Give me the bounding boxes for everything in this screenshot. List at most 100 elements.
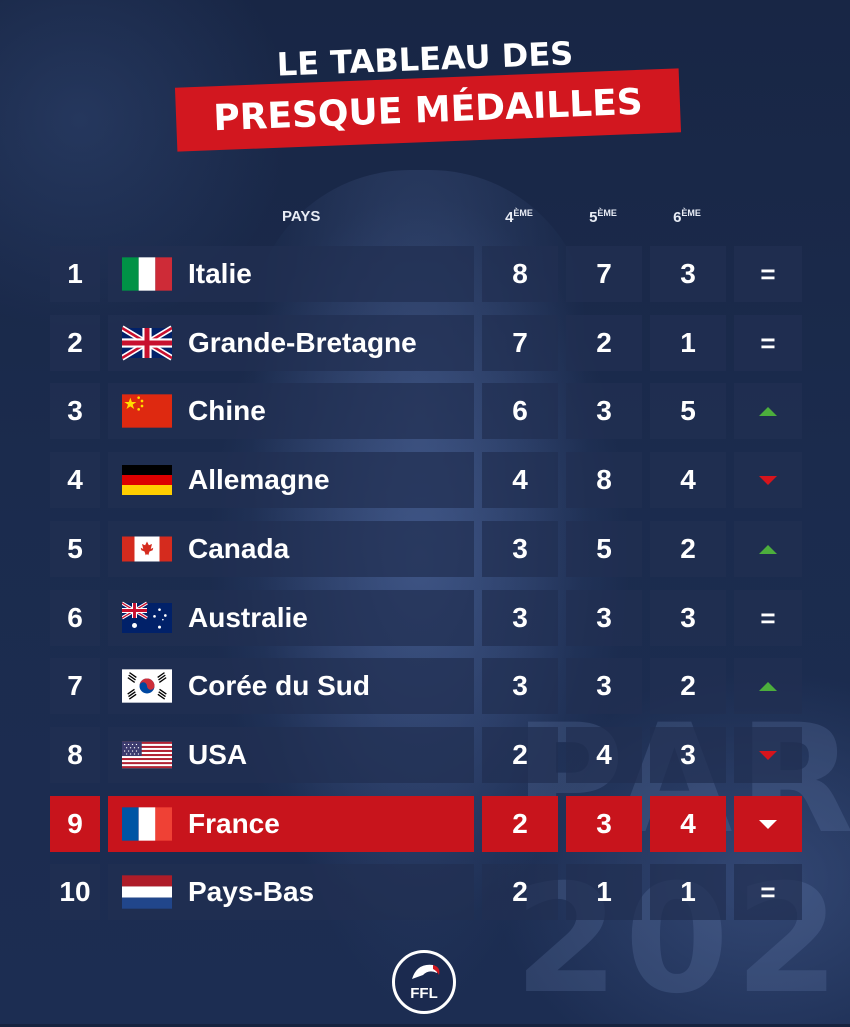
- fifth-place-count: 3: [566, 658, 642, 714]
- trend-cell: =: [734, 864, 802, 920]
- header-5eme: 5ÈME: [589, 208, 617, 226]
- trend-cell: =: [734, 246, 802, 302]
- country-name: France: [188, 808, 280, 839]
- country-cell: Australie: [108, 590, 474, 646]
- country-cell: Pays-Bas: [108, 864, 474, 920]
- country-cell: Grande-Bretagne: [108, 315, 474, 371]
- header-pays: PAYS: [282, 208, 321, 225]
- trend-cell: =: [734, 315, 802, 371]
- fourth-place-count: 3: [482, 658, 558, 714]
- trend-down-icon: [759, 475, 777, 485]
- trend-equal-icon: =: [760, 876, 776, 907]
- trend-down-icon: [759, 819, 777, 829]
- header-6eme: 6ÈME: [673, 208, 701, 226]
- fourth-place-count: 3: [482, 521, 558, 577]
- country-name: Chine: [188, 395, 266, 426]
- sixth-place-count: 1: [650, 864, 726, 920]
- table-row: 8 USA 2 4 3: [50, 727, 802, 783]
- sixth-place-count: 4: [650, 452, 726, 508]
- logo-text: FFL: [410, 985, 438, 1002]
- rank-cell: 6: [50, 590, 100, 646]
- fourth-place-count: 6: [482, 383, 558, 439]
- country-name: Corée du Sud: [188, 670, 371, 701]
- fifth-place-count: 3: [566, 383, 642, 439]
- sixth-place-count: 2: [650, 658, 726, 714]
- sixth-place-count: 1: [650, 315, 726, 371]
- fifth-place-count: 8: [566, 452, 642, 508]
- table-row: 4 Allemagne 4 8 4: [50, 452, 802, 508]
- fourth-place-count: 7: [482, 315, 558, 371]
- fifth-place-count: 7: [566, 246, 642, 302]
- table-header: PAYS 4ÈME 5ÈME 6ÈME: [0, 200, 850, 230]
- fifth-place-count: 1: [566, 864, 642, 920]
- trend-up-icon: [759, 681, 777, 691]
- trend-cell: =: [734, 590, 802, 646]
- country-cell: Allemagne: [108, 452, 474, 508]
- table-row: 1 Italie 8 7 3 =: [50, 246, 802, 302]
- trend-equal-icon: =: [760, 602, 776, 633]
- fourth-place-count: 2: [482, 864, 558, 920]
- rank-cell: 8: [50, 727, 100, 783]
- trend-cell: [734, 658, 802, 714]
- table-row: 3 Chine 6 3 5: [50, 383, 802, 439]
- trend-equal-icon: =: [760, 258, 776, 289]
- trend-equal-icon: =: [760, 327, 776, 358]
- rank-cell: 4: [50, 452, 100, 508]
- rank-cell: 1: [50, 246, 100, 302]
- trend-cell: [734, 796, 802, 852]
- table-row: 5 Canada 3 5 2: [50, 521, 802, 577]
- china-flag-icon: [122, 393, 172, 429]
- fifth-place-count: 5: [566, 521, 642, 577]
- rank-cell: 2: [50, 315, 100, 371]
- table-row: 7 Corée du Sud 3 3 2: [50, 658, 802, 714]
- fifth-place-count: 3: [566, 796, 642, 852]
- rank-cell: 7: [50, 658, 100, 714]
- trend-up-icon: [759, 406, 777, 416]
- country-cell: Italie: [108, 246, 474, 302]
- country-name: Australie: [188, 602, 308, 633]
- rank-cell: 5: [50, 521, 100, 577]
- uk-flag-icon: [122, 325, 172, 361]
- sixth-place-count: 4: [650, 796, 726, 852]
- australia-flag-icon: [122, 600, 172, 636]
- trend-cell: [734, 452, 802, 508]
- country-name: Grande-Bretagne: [188, 327, 417, 358]
- rank-cell: 9: [50, 796, 100, 852]
- trend-cell: [734, 727, 802, 783]
- usa-flag-icon: [122, 737, 172, 773]
- fourth-place-count: 4: [482, 452, 558, 508]
- fourth-place-count: 3: [482, 590, 558, 646]
- table-row: 6 Australie 3 3 3 =: [50, 590, 802, 646]
- sixth-place-count: 3: [650, 590, 726, 646]
- sixth-place-count: 3: [650, 727, 726, 783]
- country-name: USA: [188, 739, 248, 770]
- canada-flag-icon: [122, 531, 172, 567]
- country-name: Canada: [188, 533, 290, 564]
- fourth-place-count: 2: [482, 727, 558, 783]
- country-cell: Corée du Sud: [108, 658, 474, 714]
- table-row: 9 France 2 3 4: [50, 796, 802, 852]
- header-4eme: 4ÈME: [505, 208, 533, 226]
- sixth-place-count: 5: [650, 383, 726, 439]
- sixth-place-count: 3: [650, 246, 726, 302]
- country-cell: USA: [108, 727, 474, 783]
- netherlands-flag-icon: [122, 874, 172, 910]
- rank-cell: 10: [50, 864, 100, 920]
- table-row: 10 Pays-Bas 2 1 1 =: [50, 864, 802, 920]
- sixth-place-count: 2: [650, 521, 726, 577]
- ffl-logo-icon: FFL: [392, 950, 456, 1014]
- fourth-place-count: 2: [482, 796, 558, 852]
- trend-cell: [734, 521, 802, 577]
- fifth-place-count: 2: [566, 315, 642, 371]
- italy-flag-icon: [122, 256, 172, 292]
- country-cell: Canada: [108, 521, 474, 577]
- trend-down-icon: [759, 750, 777, 760]
- country-cell: France: [108, 796, 474, 852]
- trend-up-icon: [759, 544, 777, 554]
- rank-cell: 3: [50, 383, 100, 439]
- country-cell: Chine: [108, 383, 474, 439]
- title-line2: PRESQUE MÉDAILLES: [212, 81, 644, 139]
- germany-flag-icon: [122, 462, 172, 498]
- south-korea-flag-icon: [122, 668, 172, 704]
